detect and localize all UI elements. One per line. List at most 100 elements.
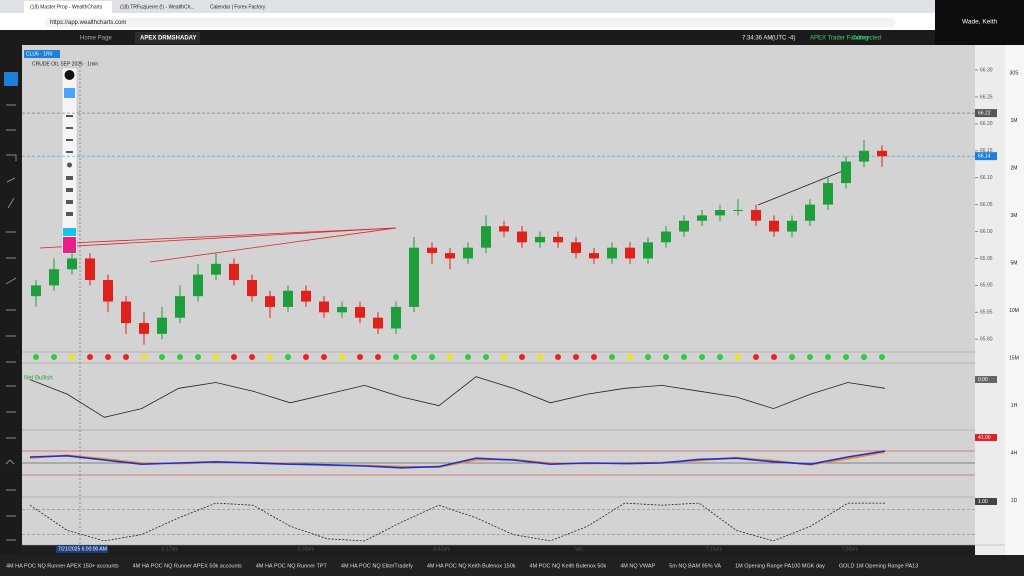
- candle-body: [607, 247, 617, 259]
- signal-dot: [663, 354, 669, 360]
- signal-dot: [591, 354, 597, 360]
- price-marker-box: [975, 109, 997, 118]
- candle-body: [247, 280, 257, 297]
- signal-dot: [177, 354, 183, 360]
- chart-header: [22, 45, 975, 62]
- timeframe[interactable]: 10M: [1009, 308, 1019, 314]
- stoch-line: [29, 502, 885, 542]
- taskbar-item[interactable]: 4M HA POC NQ Runner TPT: [256, 563, 328, 569]
- address-bar[interactable]: [45, 18, 895, 27]
- signal-dot: [483, 354, 489, 360]
- left-sidebar: [0, 45, 22, 555]
- candle-body: [67, 258, 77, 270]
- timeframe-column: [1005, 45, 1024, 555]
- candle-body: [823, 183, 833, 205]
- timeframe[interactable]: 2M: [1011, 165, 1018, 171]
- signal-dot: [681, 354, 687, 360]
- timeframe[interactable]: 1H: [1011, 403, 1018, 409]
- candle-body: [445, 253, 455, 259]
- price-tick-label: 65.80: [980, 337, 993, 343]
- candle-body: [517, 231, 527, 243]
- tool-pin[interactable]: [64, 70, 75, 80]
- browser-tab[interactable]: [24, 1, 112, 13]
- timeframe[interactable]: 1D: [1011, 498, 1018, 504]
- instrument-title: CRUDE OIL SEP 2025 · 1min: [32, 61, 98, 67]
- candle-body: [571, 242, 581, 254]
- timeframe[interactable]: 15M: [1009, 355, 1019, 361]
- panel-value-box: [975, 434, 997, 441]
- candle-body: [409, 247, 419, 307]
- chart-area: [22, 45, 975, 545]
- trend-line: [757, 167, 851, 206]
- taskbar-item[interactable]: GOLD 1M Opening Range PA13: [839, 563, 918, 569]
- app-tab[interactable]: APEX DRMSHADAY: [140, 36, 196, 42]
- candle-body: [715, 210, 725, 216]
- symbol-badge[interactable]: [24, 50, 60, 58]
- tool-icon[interactable]: [66, 139, 73, 141]
- signal-dot: [843, 354, 849, 360]
- tool-icon[interactable]: [67, 162, 72, 168]
- tool-icon[interactable]: [66, 188, 73, 192]
- tool-icon[interactable]: [66, 127, 73, 129]
- signal-dot: [519, 354, 525, 360]
- tool-icon[interactable]: [66, 212, 73, 216]
- taskbar-item[interactable]: 4M HA POC NQ Elite/Tradefy: [341, 563, 413, 569]
- tool-icon[interactable]: [66, 200, 73, 204]
- browser-tab[interactable]: [114, 1, 202, 13]
- x-tick-label: 6:30am: [298, 546, 315, 552]
- candle-body: [625, 247, 635, 259]
- price-tick-label: 66.00: [980, 229, 993, 235]
- candle-body: [139, 323, 149, 334]
- taskbar-item[interactable]: 4M HA POC NQ Keith Bulenox 150k: [427, 563, 516, 569]
- signal-dot: [573, 354, 579, 360]
- signal-dot: [717, 354, 723, 360]
- taskbar-item[interactable]: 5m NQ BAM 95% VA: [669, 563, 721, 569]
- signal-dot: [195, 354, 201, 360]
- candle-body: [427, 247, 437, 254]
- taskbar-item[interactable]: 4M NQ VWAP: [620, 563, 655, 569]
- timeframe[interactable]: 3M: [1011, 213, 1018, 219]
- timeframe[interactable]: 1M: [1011, 118, 1018, 124]
- timeframe[interactable]: 4H: [1011, 450, 1018, 456]
- price-marker-label: 66.14: [978, 153, 991, 159]
- add-button[interactable]: [4, 72, 18, 86]
- rsi-line: [29, 450, 886, 469]
- tool-cursor[interactable]: [64, 88, 75, 98]
- app-tab-active: [135, 32, 200, 44]
- candle-body: [103, 280, 113, 302]
- candle-body: [265, 296, 275, 307]
- x-tick-label: 6:17am: [162, 546, 179, 552]
- signal-dot: [555, 354, 561, 360]
- tool-icon[interactable]: [66, 176, 73, 180]
- app-toolbar: [0, 30, 935, 45]
- x-tick-label: 7:30am: [842, 546, 859, 552]
- price-tick-label: 66.15: [980, 148, 993, 154]
- taskbar-item[interactable]: 1M Opening Range PA100 MGK day: [735, 563, 825, 569]
- candle-body: [535, 236, 545, 243]
- color-swatch[interactable]: [63, 237, 76, 253]
- taskbar-item[interactable]: 4M HA POC NQ Runner APEX 150+ accounts: [6, 563, 119, 569]
- tool-icon[interactable]: [66, 151, 73, 153]
- signal-dot: [69, 354, 75, 360]
- color-swatch[interactable]: [63, 228, 76, 236]
- candle-body: [229, 263, 239, 280]
- signal-dot: [51, 354, 57, 360]
- price-tick-label: 66.30: [980, 67, 993, 73]
- taskbar-item[interactable]: 4M POC NQ Keith Bulenox 50k: [530, 563, 607, 569]
- trend-line: [39, 227, 397, 249]
- user-overlay: [935, 0, 1024, 45]
- taskbar-item[interactable]: 4M HA POC NQ Runner APEX 50k accounts: [133, 563, 242, 569]
- candle-body: [373, 317, 383, 329]
- panel-value-box: [975, 498, 997, 505]
- signal-dot: [807, 354, 813, 360]
- tool-icon[interactable]: [66, 115, 73, 117]
- candle-body: [679, 220, 689, 232]
- candle-body: [481, 226, 491, 248]
- timeframe[interactable]: 30S: [1010, 70, 1020, 76]
- app-tab[interactable]: Home Page: [80, 36, 112, 42]
- candle-body: [121, 301, 131, 324]
- candle-body: [193, 274, 203, 297]
- browser-tab[interactable]: [204, 1, 292, 13]
- timeframe[interactable]: 5M: [1011, 260, 1018, 266]
